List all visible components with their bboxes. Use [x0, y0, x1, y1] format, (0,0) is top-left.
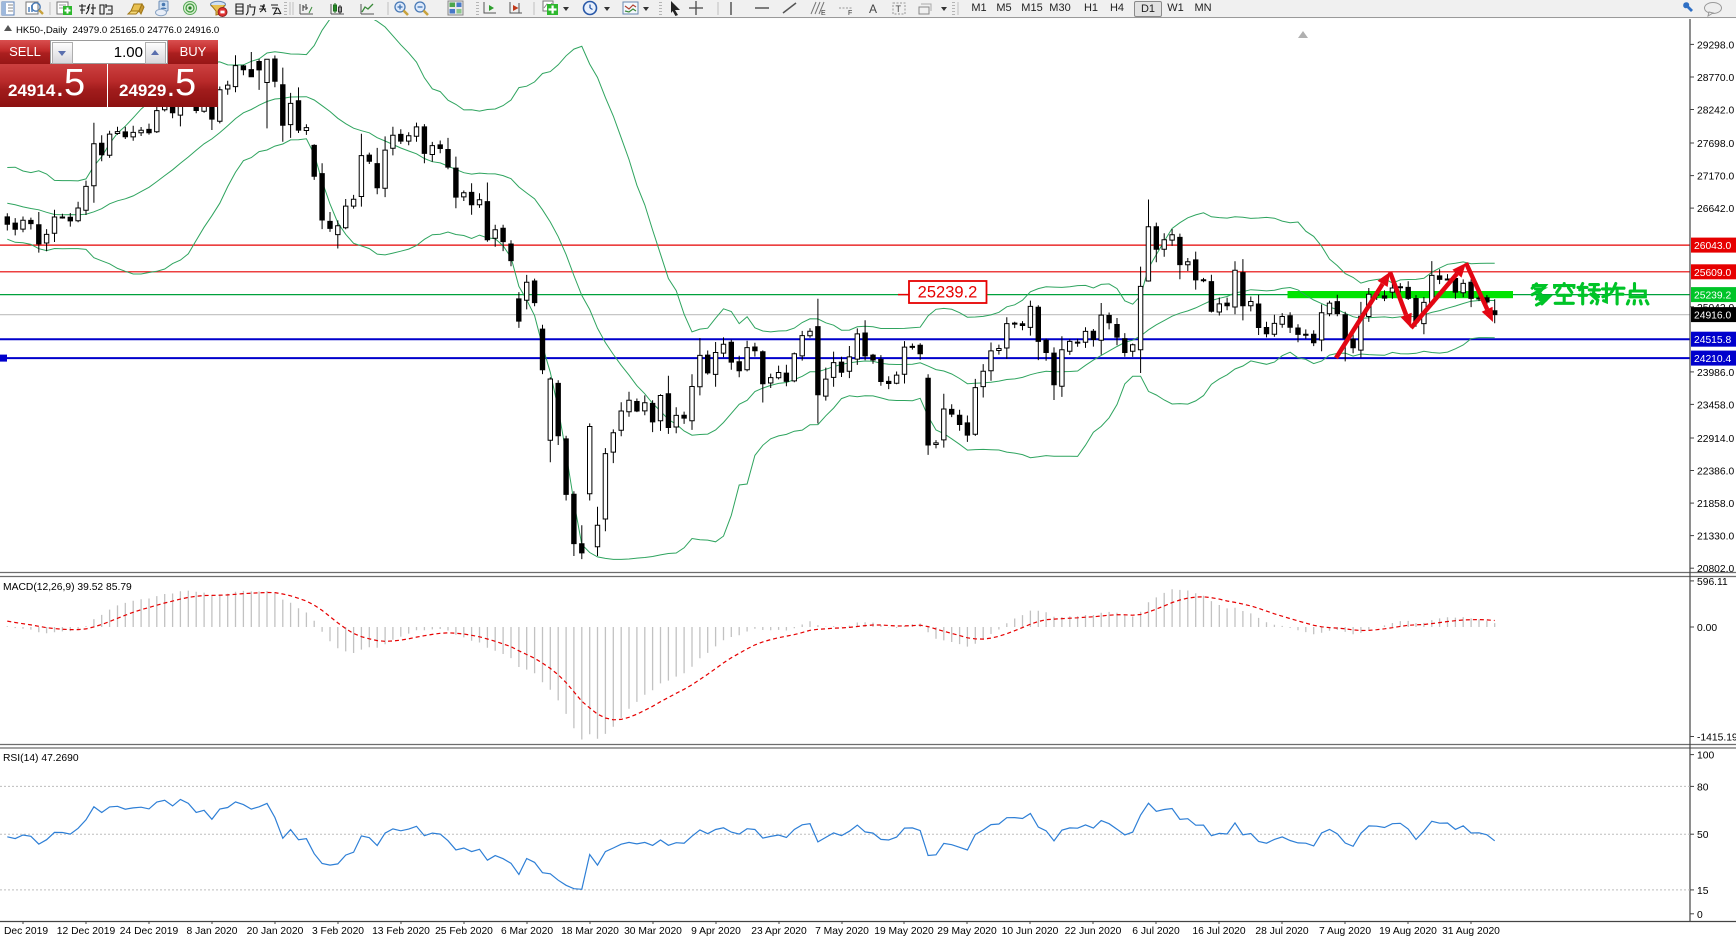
svg-text:10 Jun 2020: 10 Jun 2020 — [1002, 926, 1059, 937]
svg-text:25239.2: 25239.2 — [1694, 291, 1731, 302]
svg-text:21330.0: 21330.0 — [1697, 532, 1734, 543]
svg-text:6 Jul 2020: 6 Jul 2020 — [1132, 926, 1180, 937]
svg-text:13 Feb 2020: 13 Feb 2020 — [372, 926, 430, 937]
svg-text:E: E — [821, 10, 826, 17]
svg-text:HK50-,Daily 24979.0 25165.0 2: HK50-,Daily 24979.0 25165.0 24776.0 2491… — [16, 25, 219, 36]
svg-text:12 Dec 2019: 12 Dec 2019 — [57, 926, 116, 937]
svg-text:15: 15 — [1697, 886, 1709, 897]
svg-text:23986.0: 23986.0 — [1697, 368, 1734, 379]
svg-text:Dec 2019: Dec 2019 — [4, 926, 48, 937]
svg-text:RSI(14) 47.2690: RSI(14) 47.2690 — [3, 753, 79, 764]
svg-text:9 Apr 2020: 9 Apr 2020 — [691, 926, 741, 937]
svg-text:25239.2: 25239.2 — [918, 284, 978, 302]
svg-text:3 Feb 2020: 3 Feb 2020 — [312, 926, 364, 937]
svg-text:18 Mar 2020: 18 Mar 2020 — [561, 926, 619, 937]
svg-text:25609.0: 25609.0 — [1694, 268, 1731, 279]
svg-text:28242.0: 28242.0 — [1697, 106, 1734, 117]
svg-text:26043.0: 26043.0 — [1694, 241, 1731, 252]
svg-text:24515.8: 24515.8 — [1694, 335, 1731, 346]
svg-text:A: A — [869, 2, 877, 16]
svg-text:6 Mar 2020: 6 Mar 2020 — [501, 926, 553, 937]
svg-text:28 Jul 2020: 28 Jul 2020 — [1255, 926, 1309, 937]
svg-text:29298.0: 29298.0 — [1697, 40, 1734, 51]
svg-text:50: 50 — [1697, 830, 1709, 841]
svg-text:23 Apr 2020: 23 Apr 2020 — [751, 926, 807, 937]
svg-text:22914.0: 22914.0 — [1697, 434, 1734, 445]
svg-text:-1415.19: -1415.19 — [1697, 733, 1736, 744]
svg-text:T: T — [896, 4, 902, 14]
svg-text:27698.0: 27698.0 — [1697, 139, 1734, 150]
svg-text:0.00: 0.00 — [1697, 623, 1717, 634]
svg-text:21858.0: 21858.0 — [1697, 499, 1734, 510]
svg-text:19 Aug 2020: 19 Aug 2020 — [1379, 926, 1437, 937]
svg-text:19 May 2020: 19 May 2020 — [874, 926, 934, 937]
svg-text:20 Jan 2020: 20 Jan 2020 — [247, 926, 304, 937]
svg-text:23458.0: 23458.0 — [1697, 400, 1734, 411]
svg-text:8 Jan 2020: 8 Jan 2020 — [187, 926, 238, 937]
svg-text:80: 80 — [1697, 782, 1709, 793]
svg-text:7 Aug 2020: 7 Aug 2020 — [1319, 926, 1371, 937]
svg-text:24916.0: 24916.0 — [1694, 311, 1731, 322]
svg-text:24 Dec 2019: 24 Dec 2019 — [120, 926, 179, 937]
svg-text:596.11: 596.11 — [1697, 577, 1728, 588]
svg-text:100: 100 — [1697, 751, 1714, 762]
svg-text:0: 0 — [1697, 910, 1703, 921]
svg-text:29 May 2020: 29 May 2020 — [937, 926, 997, 937]
svg-text:25 Feb 2020: 25 Feb 2020 — [435, 926, 493, 937]
svg-text:22 Jun 2020: 22 Jun 2020 — [1065, 926, 1122, 937]
svg-text:24210.4: 24210.4 — [1694, 354, 1731, 365]
svg-text:26642.0: 26642.0 — [1697, 204, 1734, 215]
svg-text:MACD(12,26,9) 39.52 85.79: MACD(12,26,9) 39.52 85.79 — [3, 582, 132, 593]
svg-text:7 May 2020: 7 May 2020 — [815, 926, 869, 937]
svg-text:28770.0: 28770.0 — [1697, 73, 1734, 84]
svg-text:20802.0: 20802.0 — [1697, 564, 1734, 575]
svg-text:22386.0: 22386.0 — [1697, 467, 1734, 478]
svg-text:27170.0: 27170.0 — [1697, 172, 1734, 183]
svg-text:30 Mar 2020: 30 Mar 2020 — [624, 926, 682, 937]
svg-text:16 Jul 2020: 16 Jul 2020 — [1192, 926, 1246, 937]
svg-text:F: F — [848, 10, 852, 17]
svg-text:31 Aug 2020: 31 Aug 2020 — [1442, 926, 1500, 937]
